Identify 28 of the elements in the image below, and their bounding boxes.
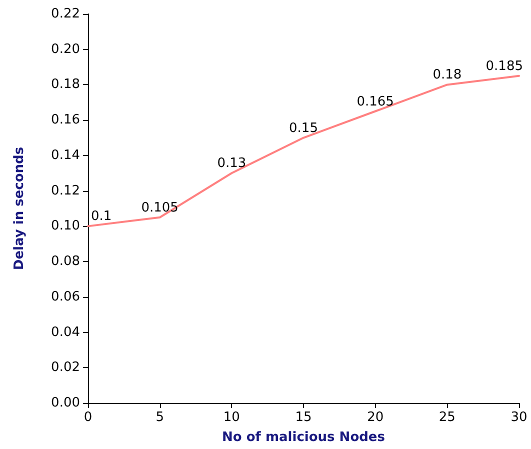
y-tick-label: 0.04: [51, 324, 80, 340]
y-tick-label: 0.20: [51, 42, 80, 57]
y-tick-label: 0.06: [51, 289, 80, 304]
x-tick-label: 5: [156, 410, 164, 425]
x-tick-label: 10: [223, 410, 240, 425]
y-tick-label: 0.02: [51, 360, 80, 376]
data-label: 0.13: [217, 156, 246, 172]
y-axis-title: Delay in seconds: [12, 146, 27, 270]
x-tick-label: 15: [295, 410, 312, 425]
x-tick-label: 20: [367, 410, 384, 425]
y-tick-label: 0.18: [51, 77, 80, 92]
y-tick-label: 0.10: [51, 218, 80, 234]
x-axis-title: No of malicious Nodes: [222, 430, 386, 445]
x-tick-label: 30: [510, 410, 528, 425]
y-tick-label: 0.14: [51, 148, 80, 163]
x-tick-label: 0: [84, 410, 92, 425]
data-label: 0.105: [141, 200, 178, 216]
data-label: 0.1: [91, 209, 112, 224]
data-label: 0.185: [486, 58, 523, 74]
data-label: 0.165: [356, 94, 394, 110]
data-label: 0.15: [289, 120, 318, 136]
y-tick-label: 0.12: [51, 183, 80, 198]
y-tick-label: 0.22: [51, 6, 80, 22]
x-tick-label: 25: [438, 410, 456, 425]
y-tick-label: 0.16: [51, 112, 80, 128]
y-tick-label: 0.00: [51, 396, 80, 410]
data-label: 0.18: [432, 68, 462, 83]
y-tick-label: 0.08: [51, 254, 80, 270]
